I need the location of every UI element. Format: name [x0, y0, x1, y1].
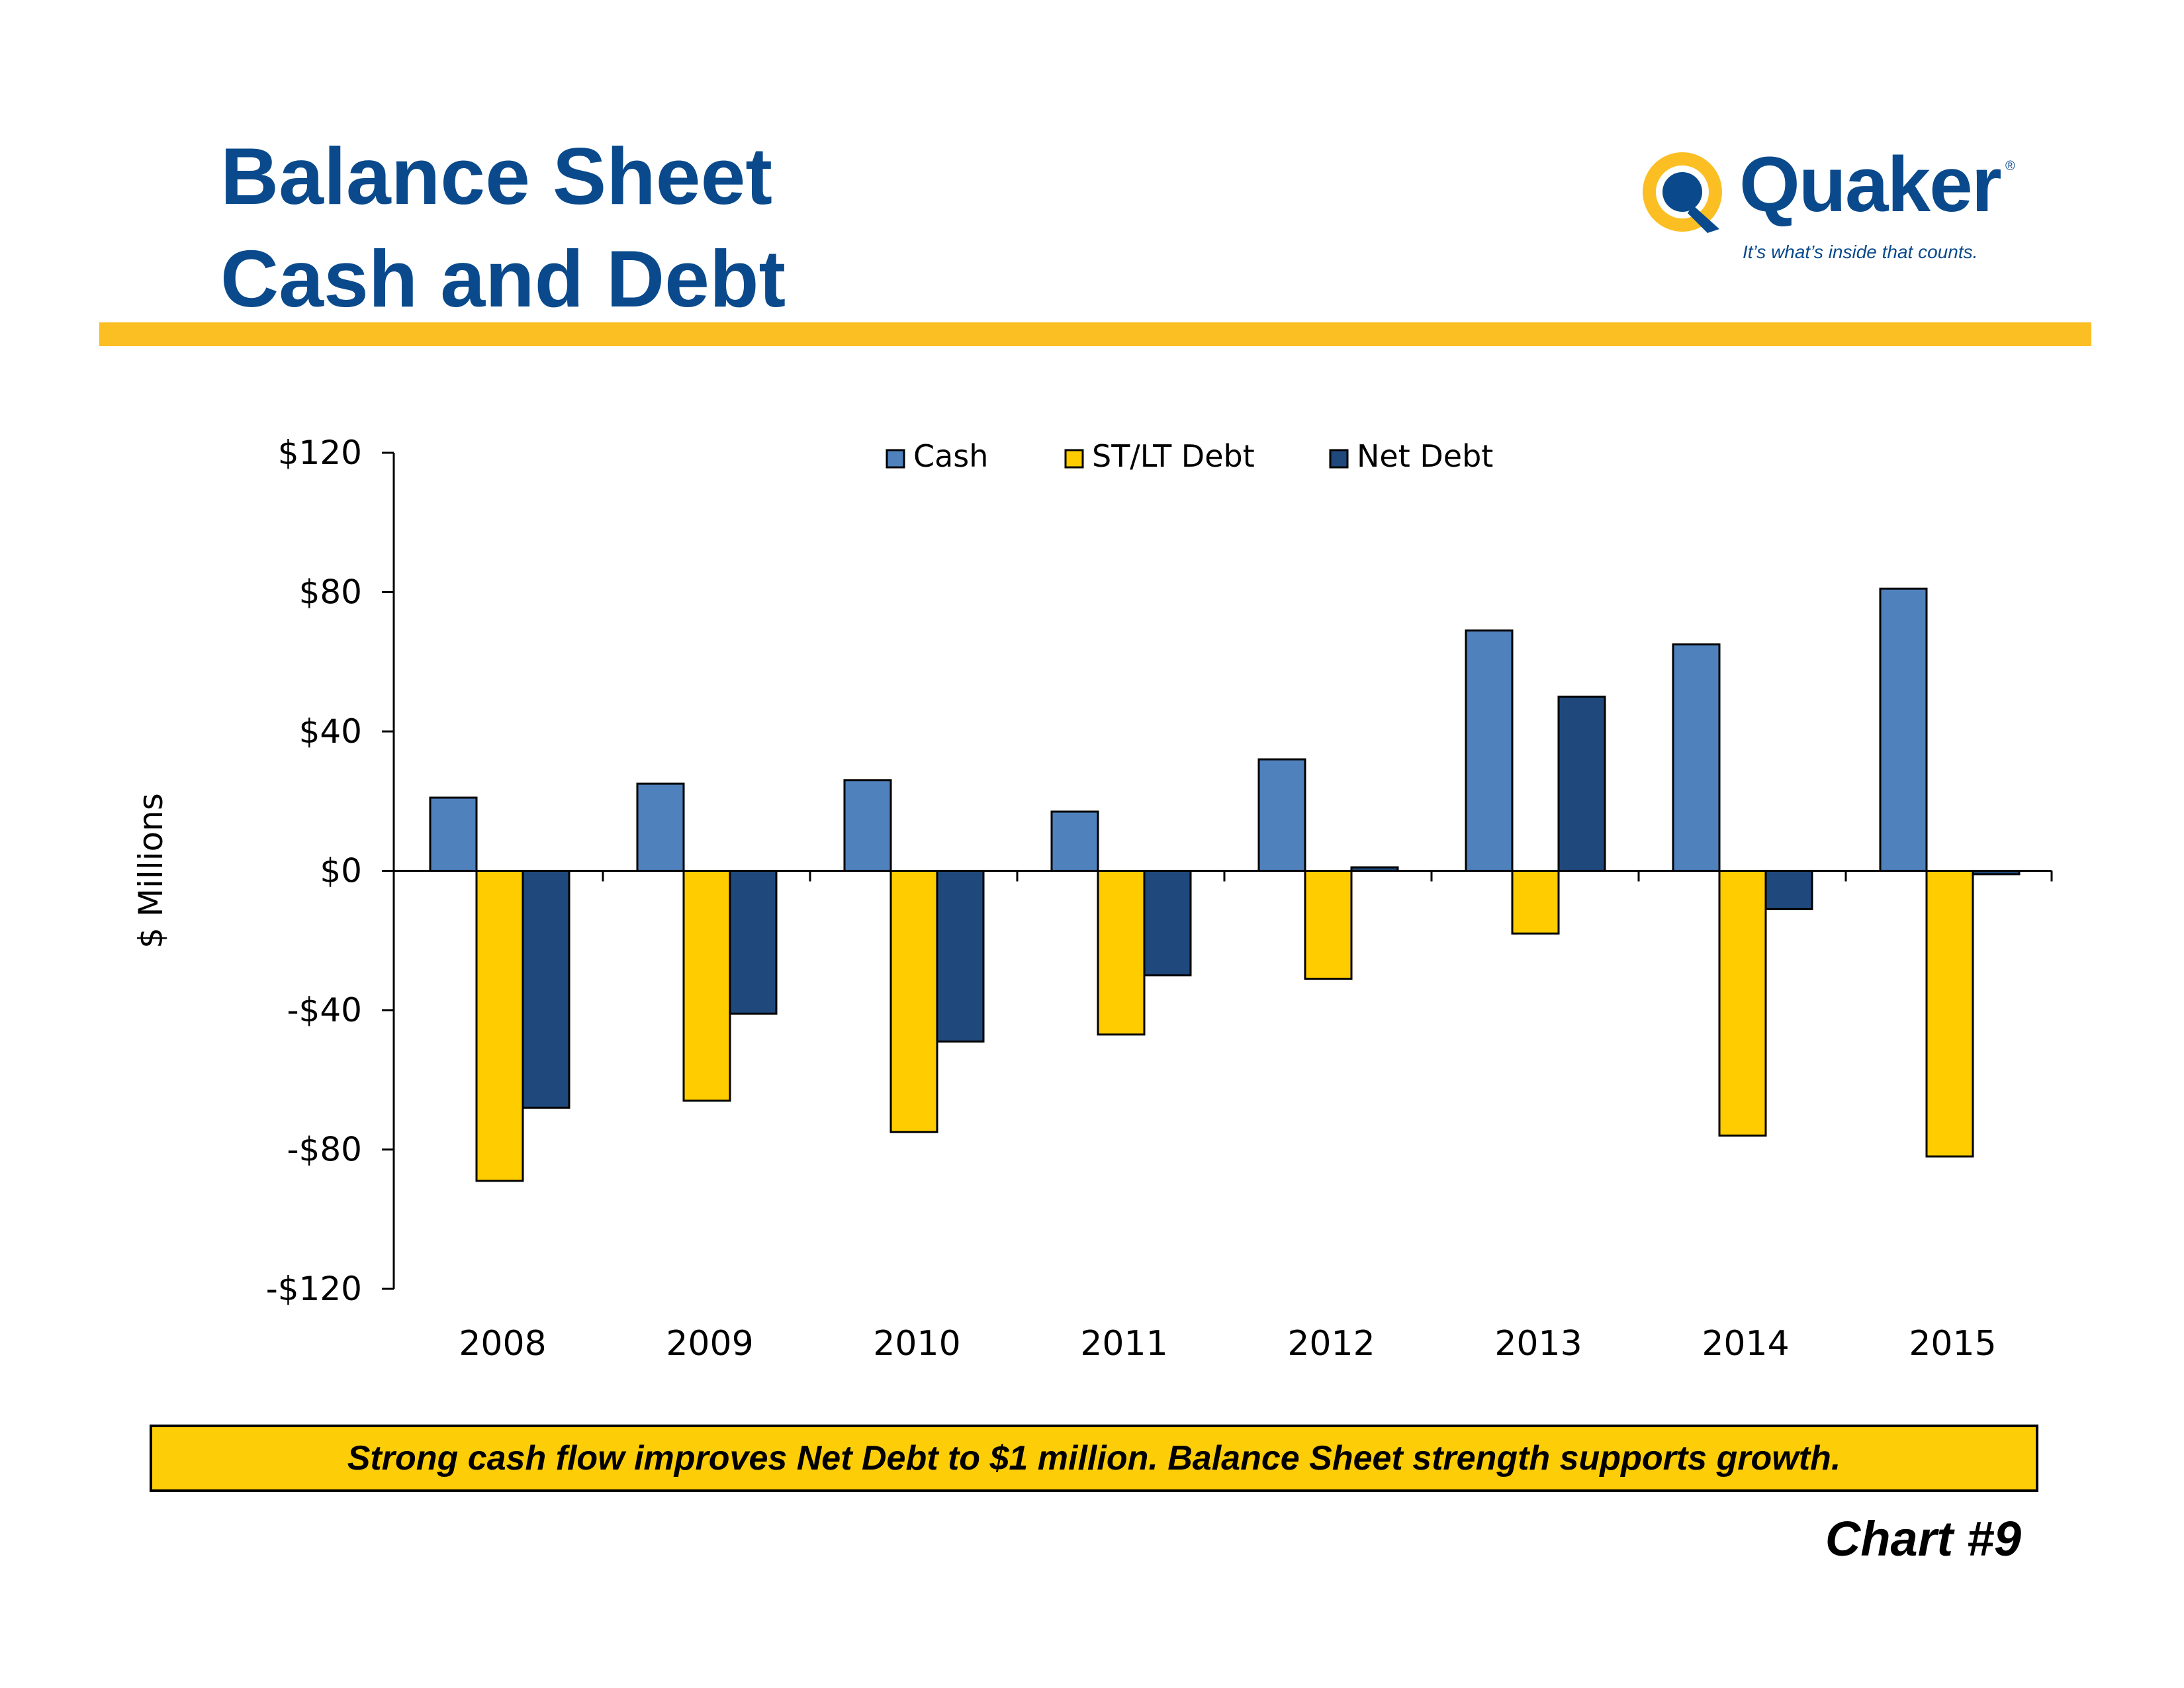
bar-net-debt-2010: [936, 870, 985, 1043]
bar-cash-2013: [1465, 629, 1514, 872]
legend-swatch: [1329, 449, 1349, 469]
legend-label: Net Debt: [1357, 438, 1493, 474]
quaker-logo: Quaker ® It’s what’s inside that counts.: [1641, 146, 2025, 271]
y-tick-label: $80: [299, 573, 362, 612]
legend-swatch: [1064, 449, 1084, 469]
logo-registered-mark: ®: [2005, 159, 2015, 173]
y-tick-label: $0: [320, 852, 362, 890]
x-tick-label: 2012: [1287, 1324, 1375, 1364]
x-tick-label: 2011: [1080, 1324, 1167, 1364]
bar-st-lt-debt-2015: [1925, 870, 1974, 1158]
logo-wordmark: Quaker: [1739, 141, 2002, 228]
bar-cash-2014: [1672, 643, 1721, 872]
bar-st-lt-debt-2010: [889, 870, 938, 1133]
summary-callout: Strong cash flow improves Net Debt to $1…: [150, 1425, 2038, 1492]
bar-st-lt-debt-2008: [475, 870, 524, 1182]
cash-debt-bar-chart: $120 $80 $40 $0 -$40 -$80 -$120 $ Millions 2008 2…: [132, 434, 2053, 1364]
bar-st-lt-debt-2014: [1718, 870, 1767, 1137]
y-tick-label: $120: [278, 434, 362, 472]
x-tick-label: 2013: [1494, 1324, 1582, 1364]
bar-cash-2008: [429, 796, 478, 872]
x-tick-label: 2010: [873, 1324, 960, 1364]
accent-divider: [99, 322, 2091, 346]
x-tick-label: 2009: [666, 1324, 753, 1364]
bar-net-debt-2009: [729, 870, 778, 1015]
bar-cash-2010: [843, 779, 892, 872]
bar-net-debt-2013: [1557, 695, 1606, 872]
bar-st-lt-debt-2009: [682, 870, 731, 1102]
bar-st-lt-debt-2011: [1097, 870, 1146, 1036]
bar-cash-2011: [1050, 810, 1099, 872]
bar-st-lt-debt-2013: [1511, 870, 1560, 935]
bar-net-debt-2008: [522, 870, 570, 1109]
legend-label: ST/LT Debt: [1092, 438, 1255, 474]
bar-cash-2009: [636, 782, 685, 872]
bar-net-debt-2014: [1764, 870, 1813, 910]
legend-swatch: [886, 449, 905, 469]
y-tick-label: -$40: [287, 991, 362, 1029]
legend-label: Cash: [913, 438, 988, 474]
x-tick-label: 2014: [1702, 1324, 1789, 1364]
chart-number: Chart #9: [1825, 1511, 2021, 1566]
y-tick-label: -$80: [287, 1131, 362, 1169]
x-tick-label: 2015: [1909, 1324, 1996, 1364]
bar-st-lt-debt-2012: [1304, 870, 1353, 980]
x-tick-label: 2008: [459, 1324, 546, 1364]
page-title-line-1: Balance Sheet: [220, 131, 773, 221]
bar-net-debt-2011: [1143, 870, 1192, 976]
bar-cash-2015: [1879, 587, 1928, 872]
y-tick-label: $40: [299, 712, 362, 751]
y-tick-label: -$120: [266, 1270, 362, 1308]
page-title-line-2: Cash and Debt: [220, 234, 786, 324]
bar-cash-2012: [1257, 758, 1306, 872]
logo-tagline: It’s what’s inside that counts.: [1743, 242, 1978, 262]
quaker-q-icon: [1643, 152, 1722, 233]
y-axis-title: $ Millions: [132, 793, 170, 949]
